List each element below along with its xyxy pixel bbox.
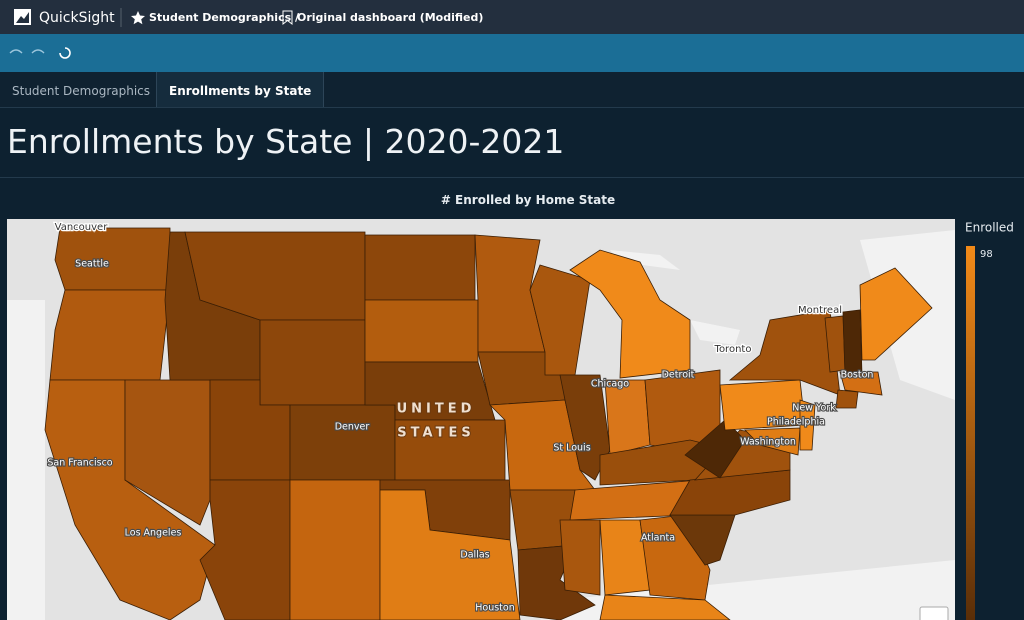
state[interactable]	[604, 379, 651, 456]
sheet-tabs: Student Demographics Enrollments by Stat…	[0, 72, 1024, 108]
map-label: Boston	[841, 370, 874, 381]
state[interactable]	[744, 427, 801, 456]
state[interactable]	[859, 267, 933, 361]
reset-button[interactable]	[59, 47, 71, 59]
top-bar-icons: QuickSight Student Demographics / Origin…	[14, 8, 483, 27]
map-label: Philadelphia	[767, 417, 825, 428]
redo-button[interactable]	[31, 49, 45, 54]
map-label: Montreal	[798, 305, 842, 316]
lake	[690, 320, 740, 345]
undo-button[interactable]	[9, 49, 23, 54]
map-label: Vancouver	[55, 222, 109, 233]
bookmark-icon[interactable]	[282, 10, 293, 26]
tab-active[interactable]: Enrollments by State	[156, 72, 325, 107]
map-label: St Louis	[553, 443, 590, 454]
state[interactable]	[364, 299, 479, 363]
toolbar-icons	[9, 47, 71, 59]
map-label: Toronto	[714, 344, 752, 355]
breadcrumb[interactable]: Student Demographics /	[149, 11, 300, 24]
visual-title: # Enrolled by Home State	[440, 193, 616, 207]
map-label: Denver	[335, 422, 370, 433]
app-name[interactable]: QuickSight	[39, 10, 115, 26]
tab[interactable]: Student Demographics	[12, 84, 151, 98]
map-label: Chicago	[591, 379, 629, 390]
map-label: Los Angeles	[125, 528, 182, 539]
state[interactable]	[728, 309, 841, 396]
map-label: Seattle	[75, 259, 109, 270]
map-label: Dallas	[460, 550, 489, 561]
map-label: New York	[792, 403, 836, 414]
logo-mark	[16, 12, 29, 23]
lake	[610, 250, 680, 270]
state[interactable]	[569, 249, 691, 379]
pacific	[7, 300, 45, 620]
state[interactable]	[842, 309, 863, 376]
state[interactable]	[54, 227, 171, 291]
toolbar	[0, 34, 1024, 72]
state[interactable]	[49, 289, 171, 381]
state[interactable]	[559, 374, 611, 481]
state[interactable]	[559, 519, 601, 596]
state[interactable]	[289, 404, 396, 481]
country-label: UNITED	[397, 402, 476, 417]
map-label: Washington	[740, 437, 796, 448]
legend-title: Enrolled	[965, 221, 1014, 235]
state[interactable]	[379, 489, 521, 620]
top-bar: QuickSight Student Demographics / Origin…	[0, 0, 1024, 34]
state[interactable]	[684, 419, 746, 479]
country-label: STATES	[397, 426, 474, 441]
state[interactable]	[835, 389, 859, 409]
state[interactable]	[799, 399, 816, 451]
legend-gradient	[966, 246, 975, 620]
favorite-icon[interactable]	[131, 11, 145, 25]
state[interactable]	[364, 234, 476, 301]
map-label: Atlanta	[641, 533, 675, 544]
dashboard-name[interactable]: Original dashboard (Modified)	[297, 11, 483, 24]
map-label: San Francisco	[47, 458, 112, 469]
state[interactable]	[599, 594, 731, 620]
states	[7, 227, 955, 620]
map-label: Detroit	[662, 370, 695, 381]
expand-button[interactable]	[919, 606, 949, 620]
map-label: Houston	[475, 603, 514, 614]
state[interactable]	[289, 479, 381, 620]
sheet-title: Enrollments by State | 2020-2021	[7, 122, 565, 161]
state[interactable]	[839, 371, 883, 396]
legend-max: 98	[980, 249, 993, 260]
state[interactable]	[259, 319, 366, 406]
divider	[0, 177, 1024, 178]
